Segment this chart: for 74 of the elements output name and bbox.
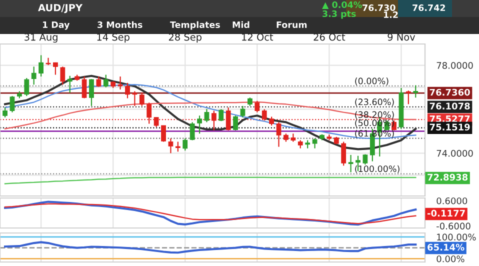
candlestick: [125, 82, 130, 99]
x-tick-label: 31 Aug: [24, 33, 58, 43]
candlestick: [312, 138, 318, 149]
text: 3 Months: [98, 21, 142, 28]
x-tick-label: 28 Sep: [168, 33, 202, 43]
candlestick: [82, 76, 87, 99]
text: 76.730: [362, 4, 396, 12]
candlestick: [46, 57, 51, 66]
candlestick: [413, 84, 418, 98]
text: Mid: [232, 21, 250, 28]
x-tick-label: 14 Sep: [97, 33, 130, 43]
candlestick: [96, 76, 102, 88]
text: 65.14%: [428, 244, 464, 251]
candlestick: [262, 108, 267, 121]
candlestick: [212, 110, 216, 131]
candlestick: [190, 122, 195, 141]
candlestick: [154, 116, 159, 128]
ref-line-label: 76.1078: [430, 102, 470, 110]
candlestick: [161, 124, 166, 142]
annotation: (23.60%): [355, 98, 394, 106]
candlestick: [175, 141, 180, 152]
text: 1 Day: [42, 21, 70, 30]
ref-line-label: 75.1519: [430, 124, 470, 130]
candlestick: [24, 77, 30, 97]
candlestick: [276, 122, 282, 148]
text: Templates: [170, 21, 220, 30]
text: Forum: [276, 22, 307, 28]
y-tick-label: 0.6000: [436, 197, 468, 204]
candlestick: [118, 76, 123, 90]
ref-line-label: 75.5277: [430, 115, 470, 122]
candlestick: [182, 138, 188, 152]
annotation: (100.00%): [355, 165, 400, 174]
candlestick: [103, 74, 108, 88]
text: 3.3 pts: [322, 10, 356, 19]
candlestick: [38, 54, 44, 78]
candlestick: [240, 105, 246, 118]
annotation: (38.20%): [355, 111, 394, 119]
candlestick: [60, 66, 66, 86]
x-tick-label: 26 Oct: [314, 33, 346, 41]
candlestick: [197, 115, 202, 134]
candlestick: [204, 108, 210, 123]
candlestick: [31, 66, 36, 86]
candlestick: [132, 90, 138, 106]
text: 1.2: [384, 11, 398, 18]
text: -0.1177: [427, 210, 465, 217]
text: 76.742: [412, 4, 446, 12]
y-tick-label: 78.0000: [436, 62, 473, 69]
candlestick: [341, 141, 346, 166]
candlestick: [348, 154, 354, 173]
candlestick: [233, 115, 238, 131]
y-tick-label: 74.0000: [436, 150, 473, 157]
candlestick: [226, 106, 231, 131]
candlestick: [146, 102, 152, 124]
line-series: [4, 176, 416, 184]
candlestick: [168, 138, 174, 154]
candlestick: [89, 78, 94, 106]
candlestick: [254, 100, 260, 113]
y-tick-label: -0.6000: [436, 222, 470, 230]
ref-line-label: 76.7360: [430, 88, 470, 96]
x-tick-label: 12 Oct: [242, 33, 274, 41]
candlestick: [67, 75, 72, 94]
y-tick-label: 100.00%: [437, 234, 476, 240]
x-tick-label: 9 Nov: [388, 33, 416, 41]
chart-title: AUD/JPY: [38, 4, 83, 14]
y-tick-label: 0.00%: [436, 255, 464, 262]
annotation: (0.00%): [355, 78, 388, 86]
candlestick: [139, 92, 144, 106]
candlestick: [53, 62, 58, 76]
line-series: [4, 241, 417, 254]
candlestick: [10, 96, 15, 113]
text: ▲ 0.04%: [322, 1, 362, 9]
candlestick: [406, 90, 411, 105]
text: 72.8938: [428, 174, 468, 181]
candlestick: [2, 106, 8, 118]
